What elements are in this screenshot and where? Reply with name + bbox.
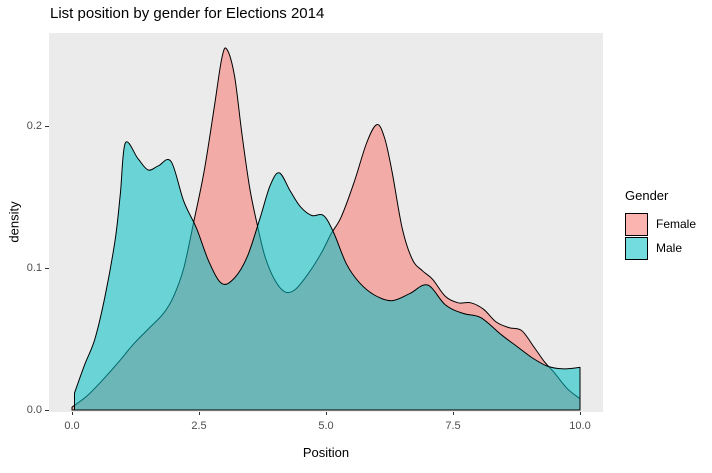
legend-label-male: Male [656, 241, 683, 255]
x-axis-tick [580, 412, 581, 415]
y-axis-tick [45, 268, 49, 269]
legend-entry-female: Female [625, 212, 696, 236]
x-tick-label: 0.0 [64, 420, 80, 432]
y-tick-label: 0.0 [26, 404, 42, 416]
y-tick-label: 0.1 [26, 262, 42, 274]
y-axis-title: density [6, 201, 22, 243]
x-axis-tick [453, 412, 454, 415]
legend: Gender Female Male [625, 188, 696, 260]
x-axis-tick [199, 412, 200, 415]
legend-label-female: Female [656, 217, 697, 231]
male-density-area [74, 141, 581, 411]
female-color-swatch [625, 212, 648, 236]
x-tick-label: 7.5 [445, 420, 461, 432]
legend-entry-male: Male [625, 236, 696, 260]
plot-panel [49, 33, 603, 412]
x-tick-label: 10.0 [569, 420, 591, 432]
chart-title: List position by gender for Elections 20… [50, 5, 325, 22]
x-axis-tick [72, 412, 73, 415]
y-tick-label: 0.2 [26, 120, 42, 132]
y-axis-tick [45, 126, 49, 127]
y-axis-tick [45, 410, 49, 411]
male-color-swatch [625, 236, 648, 260]
x-axis-title: Position [302, 445, 350, 460]
x-tick-label: 5.0 [318, 420, 334, 432]
x-tick-label: 2.5 [191, 420, 207, 432]
density-chart-svg [71, 47, 581, 411]
x-axis-tick [326, 412, 327, 415]
legend-title: Gender [625, 188, 669, 203]
